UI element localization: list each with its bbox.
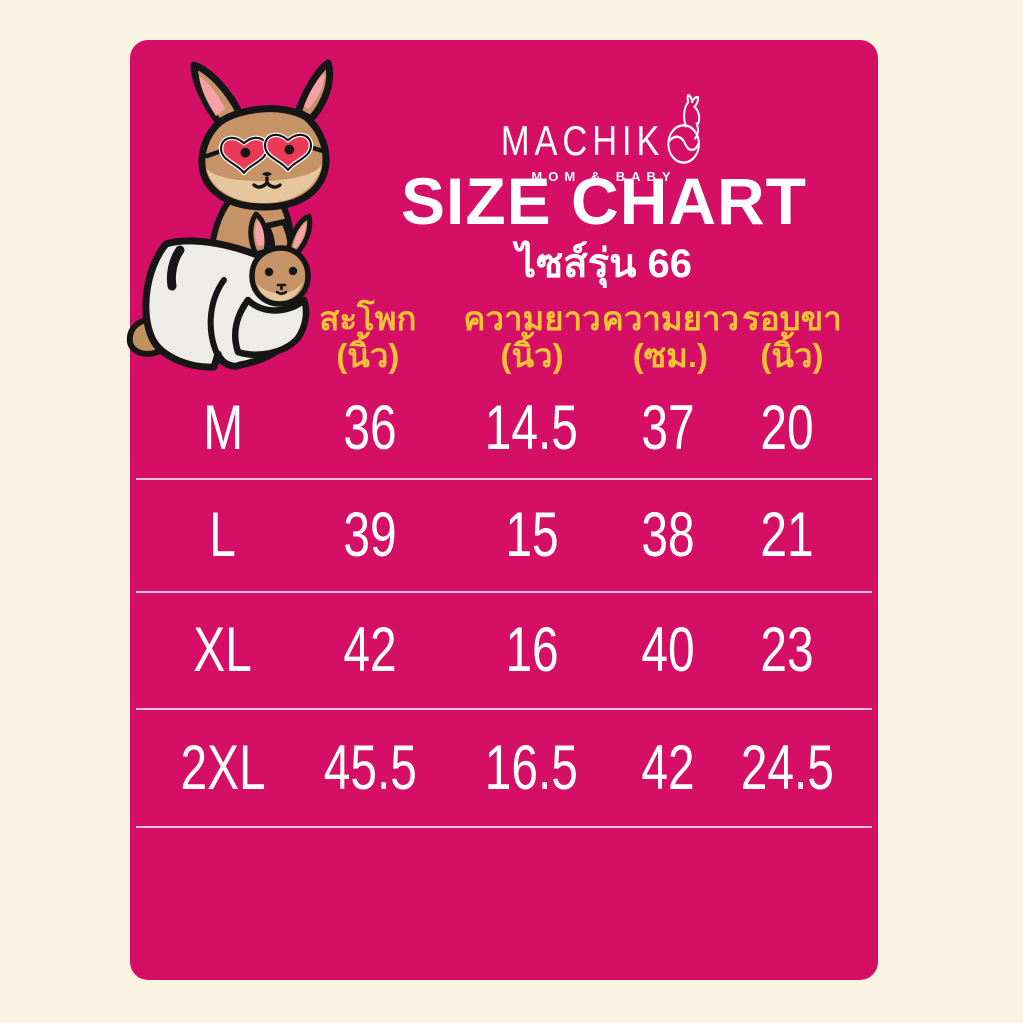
cell-value: 24.5 xyxy=(740,732,834,803)
table-cell: 38 xyxy=(633,504,703,567)
table-row-l: L 39 15 38 21 xyxy=(136,480,872,593)
column-label: รอบขา xyxy=(742,300,842,337)
size-label: XL xyxy=(136,619,310,682)
cell-value: 20 xyxy=(760,393,814,463)
cell-value: 15 xyxy=(504,500,559,570)
page-subtitle: ไซส์รุ่น 66 xyxy=(515,242,693,286)
size-value: M xyxy=(202,393,243,463)
table-cell: 40 xyxy=(633,619,703,682)
size-label: 2XL xyxy=(136,732,310,803)
cell-value: 14.5 xyxy=(484,393,579,463)
column-header-hips: สะโพก (นิ้ว) xyxy=(307,300,430,375)
page-title: SIZE CHART xyxy=(401,164,807,238)
size-table: สะโพก (นิ้ว) ความยาว (นิ้ว) ความยาว (ซม.… xyxy=(130,300,878,828)
cell-value: 23 xyxy=(760,615,814,685)
table-cell: 20 xyxy=(703,397,872,460)
kangaroo-o-logo-icon xyxy=(667,94,700,164)
table-cell: 16 xyxy=(430,619,632,682)
table-cell: 16.5 xyxy=(430,732,632,803)
table-cell: 15 xyxy=(430,504,632,567)
table-row-m: M 36 14.5 37 20 xyxy=(136,379,872,480)
column-header-length-inch: ความยาว (นิ้ว) xyxy=(429,300,635,375)
cell-value: 39 xyxy=(343,500,397,570)
kangaroo-mascot-icon xyxy=(126,59,334,371)
brand-tagline: MOM & BABY xyxy=(531,169,677,184)
cell-value: 42 xyxy=(641,732,695,803)
table-cell: 37 xyxy=(633,397,703,460)
column-unit: (นิ้ว) xyxy=(336,337,400,375)
brand-logo: MACHIK MOM & BABY xyxy=(330,94,878,184)
cell-value: 21 xyxy=(760,500,814,570)
table-row-2xl: 2XL 45.5 16.5 42 24.5 xyxy=(136,710,872,828)
table-row-xl: XL 42 16 40 23 xyxy=(136,593,872,710)
cell-value: 38 xyxy=(641,500,695,570)
table-cell: 42 xyxy=(310,619,431,682)
size-chart-card: MACHIK MOM & BABY SIZE CHART ไซส์รุ่น 66 xyxy=(126,40,878,980)
brand-wordmark-letters: MACHIK xyxy=(500,117,665,164)
cell-value: 16 xyxy=(504,615,559,685)
size-label: L xyxy=(136,504,310,567)
column-label: ความยาว xyxy=(463,300,601,337)
table-cell: 42 xyxy=(633,732,703,803)
size-value: L xyxy=(209,500,237,570)
column-label: สะโพก xyxy=(319,300,417,337)
cell-value: 40 xyxy=(641,615,695,685)
size-label: M xyxy=(136,397,310,460)
table-cell: 21 xyxy=(703,504,872,567)
table-cell: 24.5 xyxy=(703,732,872,803)
column-header-length-cm: ความยาว (ซม.) xyxy=(602,300,739,375)
size-value: XL xyxy=(193,615,253,685)
cell-value: 37 xyxy=(641,393,695,463)
table-cell: 14.5 xyxy=(430,397,632,460)
size-value: 2XL xyxy=(180,732,266,803)
table-cell: 23 xyxy=(703,619,872,682)
table-header-row: สะโพก (นิ้ว) ความยาว (นิ้ว) ความยาว (ซม.… xyxy=(130,300,878,379)
table-cell: 36 xyxy=(310,397,431,460)
cell-value: 16.5 xyxy=(484,732,579,803)
table-cell: 39 xyxy=(310,504,431,567)
cell-value: 36 xyxy=(343,393,397,463)
column-unit: (นิ้ว) xyxy=(500,337,564,375)
cell-value: 45.5 xyxy=(323,732,417,803)
column-unit: (นิ้ว) xyxy=(760,337,824,375)
cell-value: 42 xyxy=(343,615,397,685)
column-header-leg: รอบขา (นิ้ว) xyxy=(706,300,878,375)
column-unit: (ซม.) xyxy=(632,337,709,375)
column-label: ความยาว xyxy=(601,300,740,337)
brand-wordmark: MACHIK xyxy=(379,94,828,164)
table-cell: 45.5 xyxy=(310,732,431,803)
